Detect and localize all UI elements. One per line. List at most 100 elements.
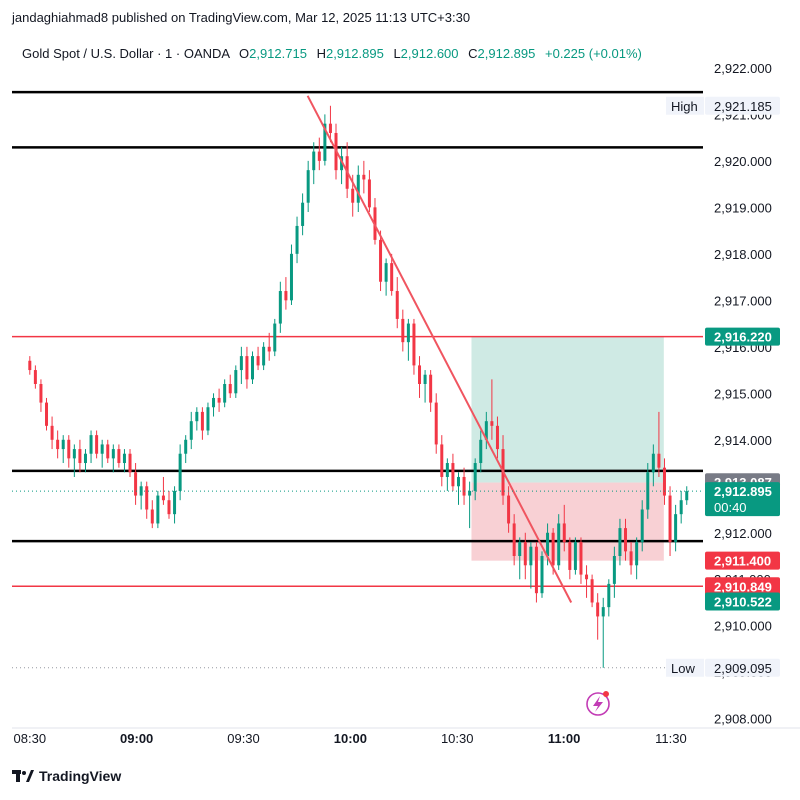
candle-body bbox=[262, 346, 266, 366]
trendline bbox=[306, 95, 573, 603]
candle-body bbox=[546, 532, 550, 556]
price-tag bbox=[705, 327, 780, 346]
alert-icon bbox=[586, 692, 610, 716]
candle-body bbox=[540, 556, 544, 594]
close-value: 2,912.895 bbox=[477, 46, 536, 61]
candle-body bbox=[423, 374, 427, 384]
candle-body bbox=[395, 291, 399, 319]
candle-body bbox=[184, 439, 188, 454]
candle-body bbox=[178, 453, 182, 491]
candle-body bbox=[100, 444, 104, 454]
price-tag bbox=[705, 482, 780, 517]
candle-body bbox=[523, 542, 527, 566]
price-tag-countdown: 00:40 bbox=[714, 500, 747, 515]
low-label: L bbox=[393, 46, 401, 61]
candle-body bbox=[451, 463, 455, 487]
candle-body bbox=[473, 463, 477, 491]
position-profit-zone bbox=[471, 336, 664, 483]
candle-body bbox=[111, 449, 115, 459]
candle-body bbox=[640, 509, 644, 543]
candle-body bbox=[150, 509, 154, 524]
candle-body bbox=[579, 542, 583, 575]
price-tag-value: 2,921.185 bbox=[714, 99, 772, 114]
candle-body bbox=[267, 346, 271, 352]
candle-body bbox=[278, 291, 282, 324]
candle-body bbox=[646, 472, 650, 510]
candle-body bbox=[161, 495, 165, 501]
candle-body bbox=[306, 170, 310, 203]
notification-dot-icon bbox=[603, 691, 609, 697]
price-tag-value: 2,910.849 bbox=[714, 579, 772, 594]
candle-body bbox=[479, 439, 483, 464]
brand-name: TradingView bbox=[39, 768, 122, 784]
candle-body bbox=[284, 291, 288, 301]
candle-body bbox=[585, 574, 589, 580]
x-tick-label: 11:00 bbox=[548, 731, 581, 746]
candle-body bbox=[173, 490, 177, 515]
candle-body bbox=[657, 453, 661, 468]
publisher-credit: jandaghiahmad8 published on TradingView.… bbox=[12, 10, 471, 25]
candle-body bbox=[624, 528, 628, 552]
candle-body bbox=[551, 532, 555, 566]
open-value: 2,912.715 bbox=[249, 46, 307, 61]
change-value: +0.225 (+0.01%) bbox=[545, 46, 642, 61]
candle-body bbox=[189, 421, 193, 440]
candle-body bbox=[106, 444, 110, 459]
candle-body bbox=[95, 435, 99, 454]
candle-body bbox=[384, 263, 388, 282]
candle-body bbox=[72, 449, 76, 459]
candle-body bbox=[317, 151, 321, 161]
candle-body bbox=[490, 421, 494, 426]
candle-body bbox=[367, 179, 371, 208]
candle-body bbox=[518, 542, 522, 556]
candle-body bbox=[484, 421, 488, 440]
high-label: H bbox=[316, 46, 326, 61]
price-tag bbox=[705, 592, 780, 611]
candle-body bbox=[228, 384, 232, 394]
candle-body bbox=[33, 370, 37, 384]
high-value: 2,912.895 bbox=[325, 46, 384, 61]
candle-body bbox=[596, 602, 600, 617]
candle-body bbox=[568, 542, 572, 570]
candle-body bbox=[512, 523, 516, 556]
candle-body bbox=[534, 546, 538, 594]
open-label: O bbox=[238, 46, 250, 61]
price-tag-value: 2,910.522 bbox=[714, 594, 772, 609]
price-tag-label: High bbox=[671, 99, 698, 114]
candle-body bbox=[507, 495, 511, 524]
position-loss-zone bbox=[471, 482, 664, 561]
candle-body bbox=[256, 356, 260, 366]
x-tick-label: 10:30 bbox=[441, 731, 474, 746]
candle-body bbox=[685, 491, 689, 501]
y-tick-label: 2,912.000 bbox=[714, 526, 772, 541]
y-tick-label: 2,915.000 bbox=[714, 386, 772, 401]
y-tick-label: 2,919.000 bbox=[714, 200, 772, 215]
candle-body bbox=[312, 151, 316, 171]
candle-body bbox=[557, 523, 561, 566]
candle-body bbox=[618, 528, 622, 556]
candle-body bbox=[167, 500, 171, 515]
price-tag bbox=[705, 96, 780, 115]
x-tick-label: 10:00 bbox=[334, 731, 367, 746]
candle-body bbox=[468, 490, 472, 496]
candle-body bbox=[462, 476, 466, 496]
candle-body bbox=[128, 453, 132, 473]
y-tick-label: 2,914.000 bbox=[714, 433, 772, 448]
candle-body bbox=[45, 402, 49, 426]
candle-body bbox=[295, 225, 299, 254]
y-tick-label: 2,917.000 bbox=[714, 293, 772, 308]
candle-body bbox=[351, 188, 355, 203]
price-tag-label: Low bbox=[671, 661, 695, 676]
candle-body bbox=[83, 453, 87, 464]
candle-body bbox=[612, 556, 616, 584]
price-tag-value: 2,909.095 bbox=[714, 661, 772, 676]
candle-body bbox=[245, 356, 249, 380]
candle-body bbox=[629, 551, 633, 566]
candle-body bbox=[39, 384, 43, 403]
candle-body bbox=[412, 323, 416, 366]
candle-body bbox=[662, 467, 666, 496]
y-tick-label: 2,910.000 bbox=[714, 619, 772, 634]
candle-body bbox=[562, 523, 566, 543]
price-tag-value: 2,912.895 bbox=[714, 484, 772, 499]
